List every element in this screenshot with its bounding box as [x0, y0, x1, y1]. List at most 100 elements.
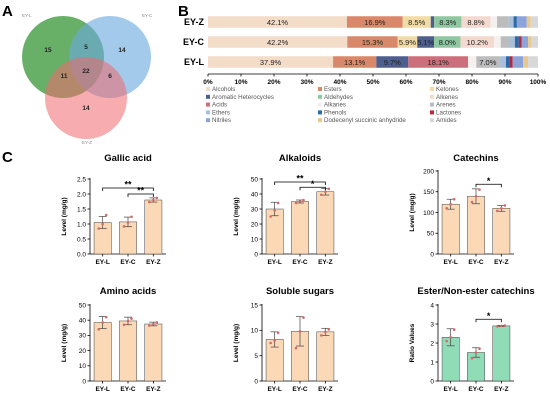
data-point-soluble-sugars-ey-l-2 — [276, 331, 280, 335]
data-point-ester-non-ester-catechins-ey-l-2 — [452, 328, 456, 332]
data-point-soluble-sugars-ey-l-0 — [269, 341, 272, 345]
y-tick-ester-non-ester-catechins-4: 4 — [430, 302, 434, 309]
stack-data-label-ey-c-alcohols: 42.2% — [267, 38, 289, 47]
data-point-soluble-sugars-ey-l-1 — [273, 339, 276, 342]
legend-swatch-alkenes — [430, 94, 434, 99]
bar-amino-acids-ey-c — [119, 320, 137, 382]
significance-label-gallic-acid-0: ** — [124, 180, 132, 190]
stack-data-label-ey-l-esters: 13.1% — [344, 58, 366, 67]
legend-swatch-nitriles — [206, 118, 210, 123]
stack-segment-ey-c-alkenes — [460, 36, 495, 48]
stack-x-tick-10: 100% — [530, 79, 547, 86]
x-tick-soluble-sugars-ey-c: EY-C — [292, 386, 307, 393]
significance-bracket-alkaloids-0 — [274, 181, 326, 185]
data-point-amino-acids-ey-z-2 — [155, 321, 159, 324]
stack-data-label-ey-l-alcohols: 37.9% — [260, 58, 282, 67]
stack-segment-ey-z-nitriles — [516, 16, 527, 28]
data-point-soluble-sugars-ey-c-0 — [294, 346, 298, 350]
x-tick-ester-non-ester-catechins-ey-c: EY-C — [468, 386, 483, 393]
x-tick-soluble-sugars-ey-l: EY-L — [267, 386, 281, 393]
venn-label-ey-l: EY-L — [22, 13, 32, 18]
data-point-soluble-sugars-ey-c-1 — [298, 330, 302, 333]
y-tick-gallic-acid-4: 2.0 — [77, 191, 86, 198]
data-point-gallic-acid-ey-l-1 — [101, 222, 104, 226]
legend-label-dodecenyl-succinic-anhydride: Dodecenyl succinic anhydride — [324, 117, 406, 124]
y-tick-ester-non-ester-catechins-0: 0 — [430, 378, 434, 385]
venn-count-ey-c-ey-z: 6 — [108, 73, 112, 80]
legend-swatch-aldehydes — [318, 94, 322, 99]
bar-amino-acids-ey-z — [144, 323, 163, 382]
stack-row-label-ey-c: EY-C — [183, 37, 205, 47]
data-point-ester-non-ester-catechins-ey-z-2 — [503, 324, 507, 327]
y-axis-label-gallic-acid: Level (mg/g) — [61, 197, 68, 235]
chart-title-alkaloids: Alkaloids — [279, 153, 321, 164]
stack-x-tick-1: 10% — [234, 79, 247, 86]
stack-data-label-ey-c-alkenes: 10.2% — [467, 38, 489, 47]
y-tick-alkaloids-5: 50 — [251, 176, 259, 183]
panel-letter-c: C — [2, 149, 13, 166]
data-point-amino-acids-ey-c-0 — [122, 323, 126, 327]
legend-label-nitriles: Nitriles — [212, 117, 231, 124]
stack-segment-ey-z-alcohols — [208, 16, 347, 28]
stack-data-label-ey-c-aromatic-heterocycles: 5.1% — [417, 38, 434, 47]
y-tick-alkaloids-3: 30 — [251, 206, 259, 213]
stack-segment-ey-z-dodecenyl-succinic-anhydride — [526, 16, 531, 28]
stack-segment-ey-c-alcohols — [208, 36, 348, 48]
data-point-amino-acids-ey-c-1 — [126, 319, 130, 323]
y-tick-catechins-0: 0 — [430, 251, 434, 258]
bar-chart-soluble-sugars: Soluble sugars 0 5 10 15 Level (mg/g) EY-L EY-C… — [233, 286, 338, 393]
chart-title-catechins: Catechins — [453, 153, 498, 164]
stack-segment-ey-z-aromatic-heterocycles — [430, 16, 435, 28]
stack-data-label-ey-z-alkenes: 8.8% — [467, 18, 484, 27]
legend-label-arenes: Arenes — [436, 102, 456, 109]
stack-x-tick-0: 0% — [203, 79, 213, 86]
data-point-alkaloids-ey-l-2 — [276, 201, 280, 205]
y-tick-ester-non-ester-catechins-3: 3 — [430, 321, 434, 328]
y-tick-catechins-4: 200 — [423, 168, 434, 175]
y-tick-amino-acids-1: 10 — [79, 363, 87, 370]
bar-chart-ester-non-ester-catechins: Ester/Non-ester catechins 0 1 2 3 4 Ratio Valu… — [409, 286, 535, 393]
x-tick-ester-non-ester-catechins-ey-l: EY-L — [443, 386, 457, 393]
panel-letter-b: B — [178, 3, 189, 20]
legend-swatch-phenols — [318, 110, 322, 115]
data-point-alkaloids-ey-c-1 — [298, 200, 302, 203]
y-tick-ester-non-ester-catechins-1: 1 — [430, 359, 434, 366]
bar-catechins-ey-z — [492, 208, 511, 255]
bar-chart-catechins: Catechins 0 50 100 150 200 Level (mg/g) EY-L EY-… — [409, 153, 514, 266]
x-tick-amino-acids-ey-l: EY-L — [95, 386, 109, 393]
legend-label-amides: Amides — [436, 117, 457, 124]
data-point-alkaloids-ey-z-2 — [327, 187, 331, 191]
x-tick-gallic-acid-ey-l: EY-L — [95, 259, 109, 266]
stack-segment-ey-l-lactones — [509, 56, 513, 68]
bar-amino-acids-ey-l — [93, 322, 112, 382]
data-point-amino-acids-ey-l-1 — [101, 321, 104, 324]
y-tick-gallic-acid-1: 0.5 — [77, 236, 86, 243]
data-point-soluble-sugars-ey-c-2 — [302, 316, 305, 319]
legend-label-phenols: Phenols — [324, 109, 346, 116]
legend-swatch-esters — [318, 87, 322, 91]
legend-swatch-alcohols — [206, 87, 210, 91]
data-point-alkaloids-ey-l-1 — [273, 209, 276, 212]
legend-swatch-aromatic-heterocycles — [206, 94, 210, 99]
bar-gallic-acid-ey-z — [144, 199, 163, 255]
y-axis-label-alkaloids: Level (mg/g) — [233, 197, 240, 235]
y-tick-soluble-sugars-0: 0 — [254, 378, 258, 385]
y-tick-amino-acids-3: 30 — [79, 333, 87, 340]
x-tick-ester-non-ester-catechins-ey-z: EY-Z — [494, 386, 508, 393]
data-point-alkaloids-ey-c-2 — [302, 198, 305, 202]
venn-circle-ey-z — [45, 57, 127, 139]
y-tick-soluble-sugars-3: 15 — [251, 302, 259, 309]
data-point-ester-non-ester-catechins-ey-c-1 — [474, 351, 478, 354]
y-axis-label-catechins: Level (mg/g) — [409, 193, 416, 231]
stack-segment-ey-l-nitriles — [512, 56, 524, 68]
significance-label-ester-non-ester-catechins-0: * — [487, 311, 491, 321]
venn-label-ey-z: EY-Z — [82, 140, 92, 145]
bar-chart-alkaloids: Alkaloids 0 10 20 30 40 50 Level (mg/g) EY-L EY-C… — [233, 153, 338, 266]
y-tick-ester-non-ester-catechins-2: 2 — [430, 340, 434, 347]
significance-label-alkaloids-1: * — [311, 179, 315, 189]
stack-x-tick-2: 20% — [267, 79, 280, 86]
data-point-alkaloids-ey-z-0 — [320, 193, 323, 197]
stack-segment-ey-z-ketones — [402, 16, 431, 28]
significance-label-alkaloids-0: ** — [296, 174, 304, 184]
bar-alkaloids-ey-c — [291, 201, 309, 255]
